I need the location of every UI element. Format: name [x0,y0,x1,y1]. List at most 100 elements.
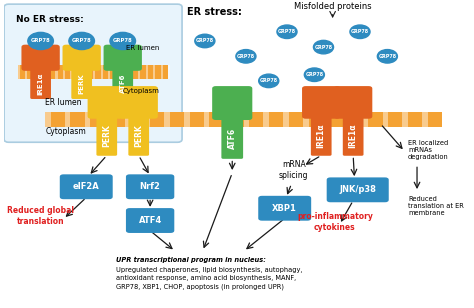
FancyBboxPatch shape [96,115,117,156]
Bar [145,111,150,127]
Bar [264,111,269,127]
Text: GRP78: GRP78 [314,45,333,50]
Bar [71,65,73,79]
Bar [138,65,140,79]
Bar [125,111,130,127]
Text: GRP78: GRP78 [237,54,255,59]
Bar [55,65,57,79]
Bar [18,65,168,79]
Bar [422,111,428,127]
Text: ER lumen: ER lumen [126,45,159,51]
Circle shape [69,32,94,50]
Circle shape [277,25,297,38]
Text: UPR transcriptional program in nucleus:: UPR transcriptional program in nucleus: [116,257,266,263]
Text: Reduced global
translation: Reduced global translation [7,206,74,225]
Text: GRP78: GRP78 [113,38,133,43]
Circle shape [195,34,215,48]
Bar [343,111,348,127]
Text: ER stress:: ER stress: [187,7,241,17]
Text: ATF6: ATF6 [120,74,126,93]
Text: PERK: PERK [79,73,85,94]
FancyBboxPatch shape [30,67,51,99]
Bar [442,111,447,127]
FancyBboxPatch shape [212,86,252,120]
Bar [63,65,65,79]
Bar [363,111,368,127]
Bar [402,111,408,127]
Bar [303,111,309,127]
Bar [123,65,125,79]
FancyBboxPatch shape [104,45,142,71]
FancyBboxPatch shape [126,174,174,199]
Bar [168,65,171,79]
Bar [93,65,95,79]
FancyBboxPatch shape [327,177,389,202]
FancyBboxPatch shape [126,208,174,233]
Bar [33,65,35,79]
Text: GRP78: GRP78 [305,72,323,77]
FancyBboxPatch shape [60,174,113,199]
Bar [45,111,51,127]
Bar [161,65,163,79]
Bar [78,65,80,79]
Text: Reduced
translation at ER
membrane: Reduced translation at ER membrane [408,196,464,216]
Bar [108,65,110,79]
Bar [18,65,20,79]
Circle shape [259,74,279,87]
Text: PERK: PERK [102,125,111,148]
Text: ATF4: ATF4 [138,216,162,225]
Text: ER localized
mRNAs
degradation: ER localized mRNAs degradation [408,140,449,160]
Text: GRP78: GRP78 [196,38,214,43]
FancyBboxPatch shape [221,116,243,159]
Text: ER lumen: ER lumen [45,98,82,107]
Text: GRP78: GRP78 [351,29,369,34]
Bar [224,111,229,127]
FancyBboxPatch shape [311,115,332,156]
Text: GRP78: GRP78 [378,54,396,59]
Bar [184,111,190,127]
FancyBboxPatch shape [63,45,101,71]
Circle shape [350,25,370,38]
Bar [116,65,118,79]
Text: ATF6: ATF6 [228,128,237,149]
Text: IRE1α: IRE1α [317,124,326,148]
Bar [383,111,388,127]
FancyBboxPatch shape [302,86,340,119]
Text: Upregulated chaperones, lipid biosynthesis, autophagy,
antioxidant response, ami: Upregulated chaperones, lipid biosynthes… [116,266,302,290]
Circle shape [236,50,256,63]
Bar [323,111,328,127]
Circle shape [313,40,334,54]
Text: GRP78: GRP78 [72,38,91,43]
Text: PERK: PERK [134,125,143,148]
Bar [204,111,210,127]
FancyBboxPatch shape [343,115,364,156]
FancyBboxPatch shape [71,67,92,99]
FancyBboxPatch shape [334,86,372,119]
Text: Cytoplasm: Cytoplasm [45,127,86,136]
Bar [100,65,103,79]
Bar [48,65,50,79]
Circle shape [110,32,136,50]
Text: GRP78: GRP78 [278,29,296,34]
Text: Nrf2: Nrf2 [140,182,161,191]
Bar [65,111,71,127]
Bar [283,111,289,127]
Circle shape [304,68,324,82]
Text: pro-inflammatory
cytokines: pro-inflammatory cytokines [297,212,373,232]
Text: mRNA
splicing: mRNA splicing [279,160,309,180]
FancyBboxPatch shape [4,4,182,142]
Text: JNK/p38: JNK/p38 [339,185,376,194]
Text: IRE1α: IRE1α [37,72,44,95]
Text: No ER stress:: No ER stress: [16,15,83,24]
Text: IRE1α: IRE1α [349,124,358,148]
Bar [131,65,133,79]
Text: GRP78: GRP78 [31,38,51,43]
Bar [40,65,43,79]
Bar [164,111,170,127]
Text: GRP78: GRP78 [260,78,278,83]
Text: Cytoplasm: Cytoplasm [122,88,159,94]
Text: Misfolded proteins: Misfolded proteins [294,2,372,11]
Bar [244,111,249,127]
Text: XBP1: XBP1 [272,204,297,213]
FancyBboxPatch shape [119,86,158,119]
